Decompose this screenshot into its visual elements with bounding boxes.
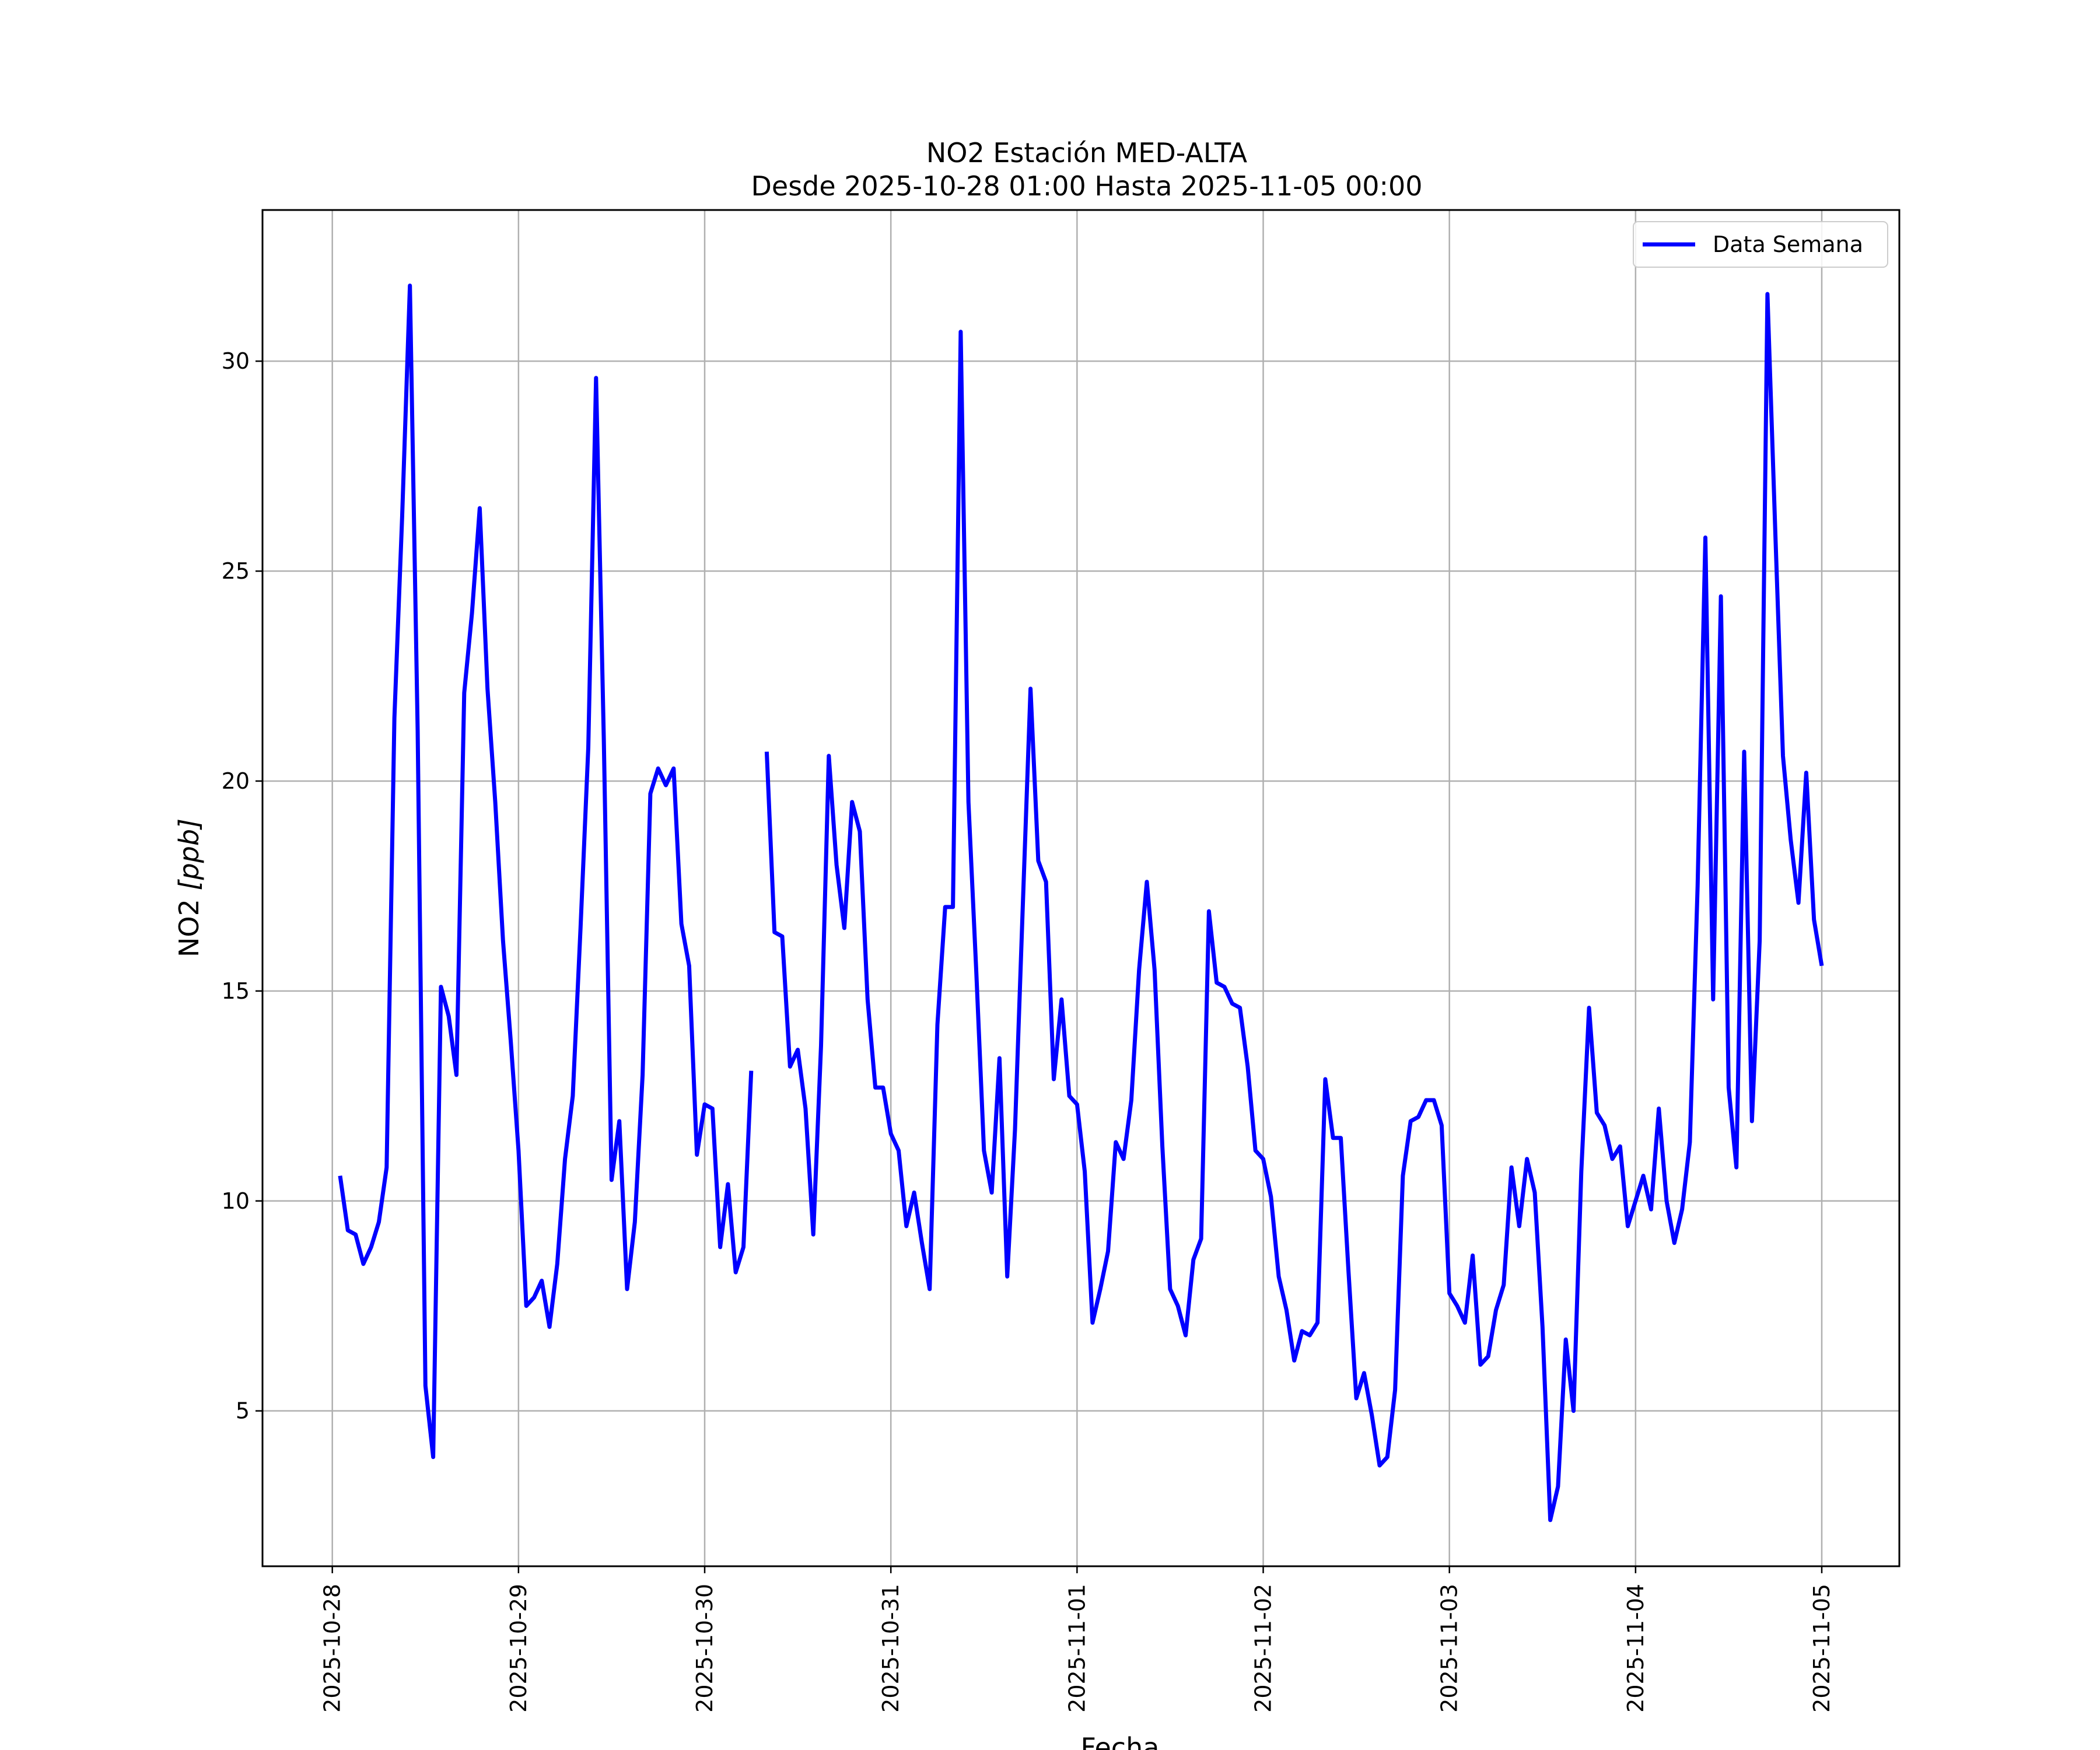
y-tick-label: 15: [222, 978, 250, 1004]
x-tick-label: 2025-11-05: [1809, 1584, 1835, 1713]
y-tick-label: 30: [222, 348, 250, 374]
x-tick-label: 2025-11-04: [1623, 1584, 1648, 1713]
chart-subtitle: Desde 2025-10-28 01:00 Hasta 2025-11-05 …: [751, 170, 1422, 202]
y-tick-label: 5: [236, 1398, 250, 1424]
x-tick-label: 2025-10-29: [506, 1584, 531, 1713]
chart-title: NO2 Estación MED-ALTA: [926, 137, 1248, 169]
x-tick-label: 2025-10-31: [878, 1584, 904, 1713]
series-group: [338, 284, 1824, 1522]
x-tick-label: 2025-11-02: [1251, 1584, 1276, 1713]
x-tick-label: 2025-11-03: [1437, 1584, 1462, 1713]
x-tick-label: 2025-10-28: [320, 1584, 345, 1713]
legend-box: [1633, 221, 1888, 268]
x-axis-label: Fecha: [1081, 1732, 1160, 1750]
y-axis-label-main: NO2: [173, 890, 205, 957]
legend-label-data-semana: Data Semana: [1713, 232, 1863, 257]
y-axis-ticks: 5 10 15 20 25 30: [222, 348, 262, 1424]
plot-area: [262, 210, 1899, 1566]
y-tick-label: 10: [222, 1188, 250, 1214]
x-tick-label: 2025-11-01: [1064, 1584, 1090, 1713]
y-axis-label-unit: [ppb]: [173, 818, 205, 891]
y-tick-label: 25: [222, 558, 250, 584]
x-tick-label: 2025-10-30: [692, 1584, 718, 1713]
y-axis-label: NO2 [ppb]: [173, 818, 205, 957]
plot-frame: [261, 209, 1901, 1567]
x-axis-ticks: 2025-10-28 2025-10-29 2025-10-30 2025-10-31…: [320, 1566, 1835, 1713]
series-line-data-semana: [338, 284, 1824, 1522]
legend: Data Semana: [1633, 221, 1888, 268]
y-tick-label: 20: [222, 768, 250, 794]
